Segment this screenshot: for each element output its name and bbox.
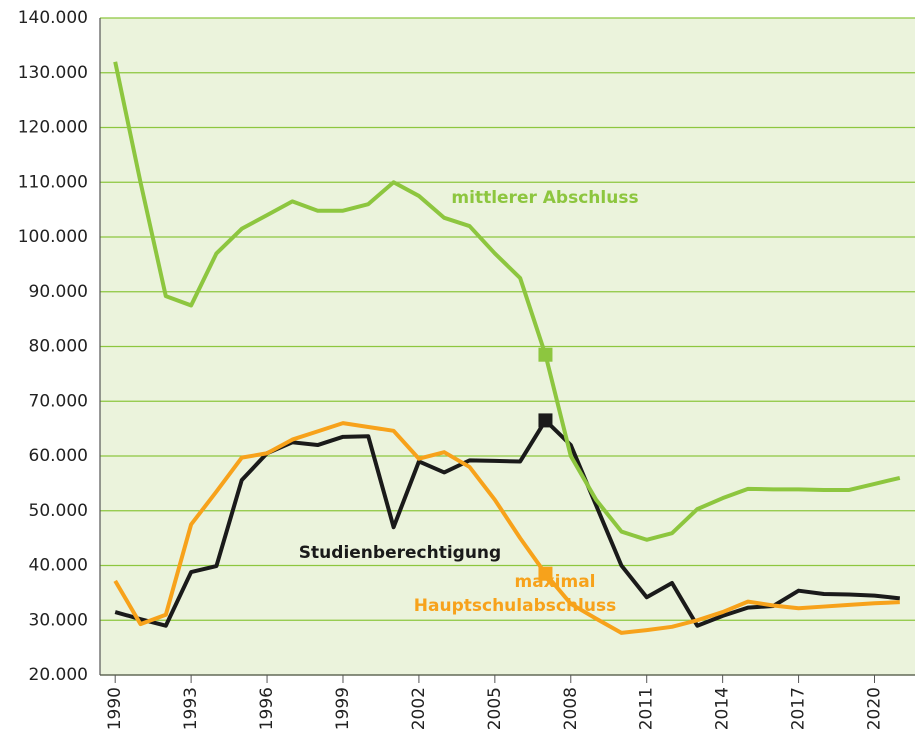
x-tick-label: 1990 (105, 687, 125, 730)
y-tick-label: 120.000 (18, 118, 88, 138)
x-tick-label: 2005 (485, 687, 505, 730)
x-tick-label: 2020 (865, 687, 885, 730)
series-label: maximal Hauptschulabschluss (414, 572, 616, 616)
y-tick-label: 20.000 (29, 665, 88, 685)
y-tick-label: 100.000 (18, 227, 88, 247)
x-tick-label: 2008 (561, 687, 581, 730)
y-tick-label: 90.000 (29, 282, 88, 302)
y-tick-label: 140.000 (18, 8, 88, 28)
x-tick-label: 1996 (257, 687, 277, 730)
y-tick-label: 40.000 (29, 556, 88, 576)
highlight-marker (538, 566, 553, 581)
y-tick-label: 80.000 (29, 337, 88, 357)
highlight-marker (538, 347, 553, 362)
series-label: Studienberechtigung (299, 543, 501, 563)
x-tick-label: 2011 (637, 687, 657, 730)
series-label: mittlerer Abschluss (451, 188, 638, 208)
x-tick-label: 1999 (333, 687, 353, 730)
y-tick-label: 50.000 (29, 501, 88, 521)
x-tick-label: 2002 (409, 687, 429, 730)
x-tick-label: 2017 (789, 687, 809, 730)
y-tick-label: 70.000 (29, 391, 88, 411)
highlight-marker (538, 413, 553, 428)
y-tick-label: 30.000 (29, 610, 88, 630)
y-tick-label: 110.000 (18, 172, 88, 192)
y-tick-label: 60.000 (29, 446, 88, 466)
x-tick-label: 1993 (181, 687, 201, 730)
y-tick-label: 130.000 (18, 63, 88, 83)
series-line (113, 61, 901, 542)
x-tick-label: 2014 (713, 687, 733, 730)
series-line (113, 421, 900, 635)
